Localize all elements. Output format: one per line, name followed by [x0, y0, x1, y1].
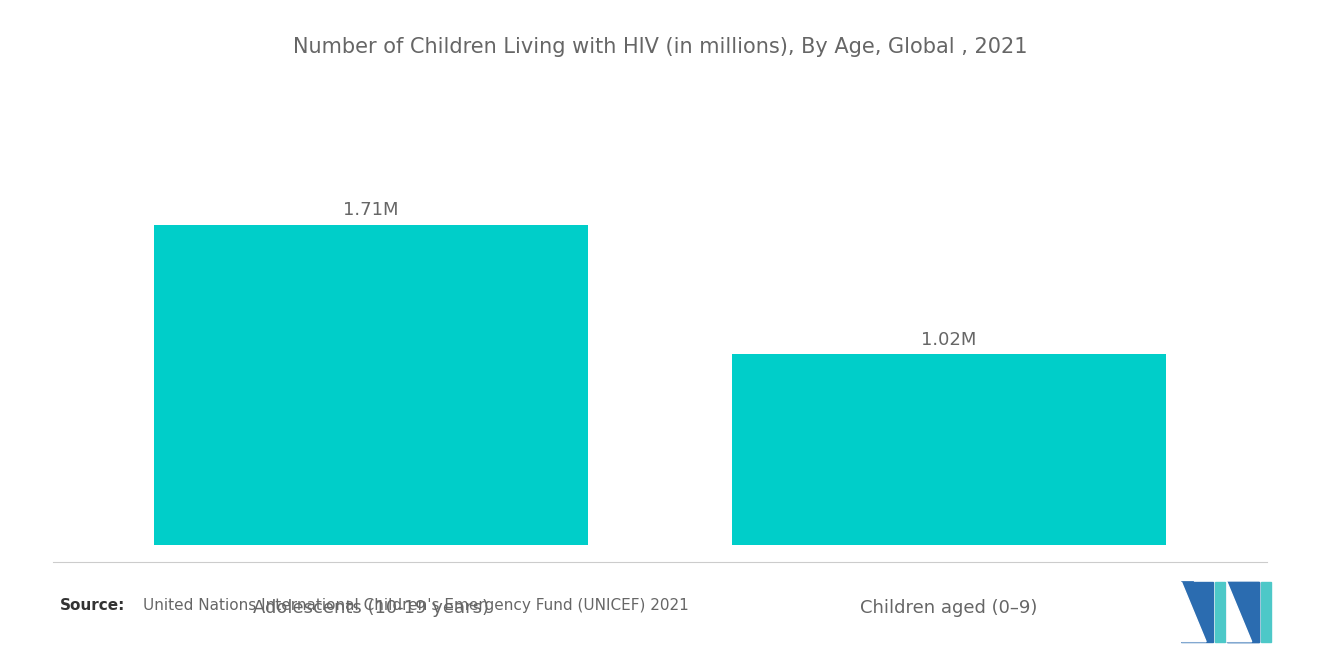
Bar: [733, 354, 1166, 545]
Polygon shape: [1181, 582, 1213, 642]
Text: Number of Children Living with HIV (in millions), By Age, Global , 2021: Number of Children Living with HIV (in m…: [293, 37, 1027, 57]
Polygon shape: [1228, 582, 1258, 642]
Polygon shape: [1214, 582, 1225, 642]
Polygon shape: [1228, 582, 1258, 642]
Text: Children aged (0–9): Children aged (0–9): [861, 599, 1038, 617]
Bar: [154, 225, 587, 545]
Polygon shape: [1181, 582, 1213, 642]
Polygon shape: [1228, 582, 1251, 642]
Text: Source:: Source:: [59, 598, 125, 612]
Polygon shape: [1261, 582, 1270, 642]
Text: 1.71M: 1.71M: [343, 201, 399, 219]
Text: Adolescents (10-19 years): Adolescents (10-19 years): [253, 599, 488, 617]
Text: United Nations International Children's Emergency Fund (UNICEF) 2021: United Nations International Children's …: [143, 598, 688, 612]
Polygon shape: [1181, 582, 1206, 642]
Text: 1.02M: 1.02M: [921, 331, 977, 348]
